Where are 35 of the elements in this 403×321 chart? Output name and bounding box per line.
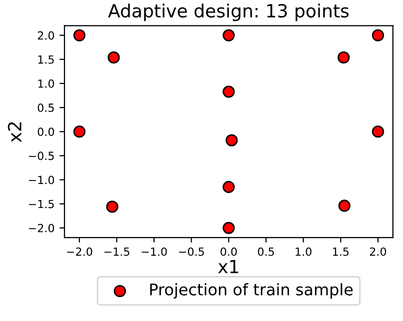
y-tick-label: 1.0 <box>38 79 54 88</box>
x-tick-label: 0.5 <box>258 247 274 256</box>
x-tick-label: 0.0 <box>220 247 237 256</box>
point <box>222 86 235 98</box>
point <box>338 51 350 64</box>
y-tick-label: −2.0 <box>28 224 54 232</box>
y-tick-label: −1.5 <box>28 200 54 208</box>
point <box>372 126 384 138</box>
y-tick-label: 2.0 <box>38 31 54 40</box>
y-tick-label: −0.5 <box>28 152 54 160</box>
y-tick-label: 1.5 <box>38 56 54 64</box>
point <box>222 29 235 42</box>
point <box>226 134 238 146</box>
x-tick-label: −2.0 <box>67 247 92 256</box>
point <box>106 200 118 213</box>
y-tick-label: −1.0 <box>28 176 54 184</box>
chart-title: Adaptive design: 13 points <box>108 4 349 22</box>
legend-label: Projection of train sample <box>150 283 353 299</box>
x-tick-label: 1.5 <box>333 248 349 256</box>
point <box>222 180 235 194</box>
x-tick-label: 1.0 <box>296 247 312 256</box>
y-tick-label: 0.0 <box>38 128 54 136</box>
point <box>372 29 384 42</box>
point <box>108 51 120 64</box>
y-tick-label: 0.5 <box>38 104 54 112</box>
point <box>73 126 86 138</box>
x-tick-label: −1.0 <box>142 247 167 256</box>
point <box>338 200 350 212</box>
x-tick-label: −0.5 <box>179 247 204 256</box>
y-axis-title: x2 <box>8 122 22 142</box>
x-tick-label: −1.5 <box>104 248 130 256</box>
x-tick-label: 2.0 <box>370 247 386 256</box>
point <box>73 29 86 42</box>
x-axis-title: x1 <box>218 260 238 274</box>
point <box>222 222 235 234</box>
